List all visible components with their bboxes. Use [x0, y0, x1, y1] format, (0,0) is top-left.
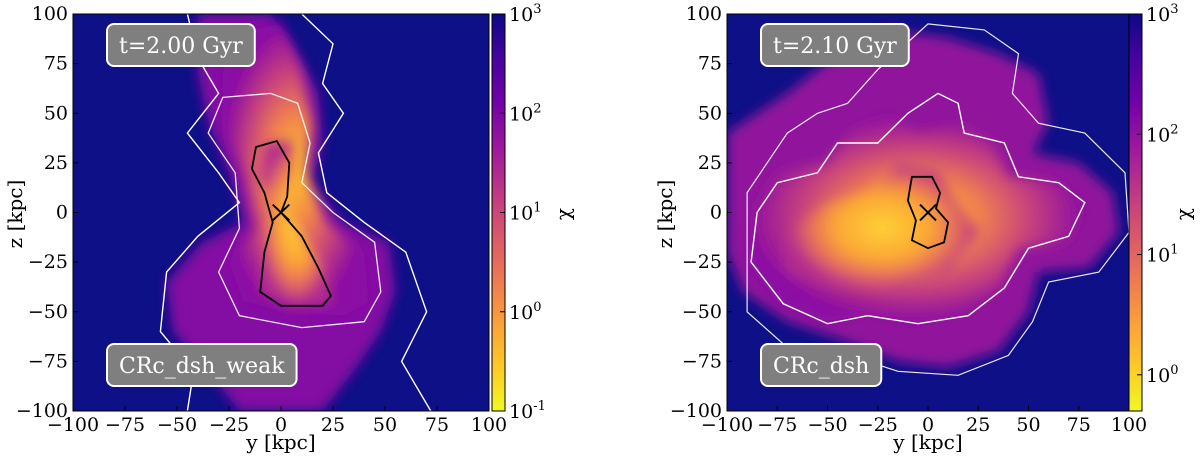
y-tick-label: 100 [686, 3, 722, 25]
colorbar-tick-label: 102 [509, 101, 541, 125]
y-axis-label: z [kpc] [653, 180, 677, 249]
center-marker [919, 203, 937, 222]
x-tick-label: 50 [1016, 414, 1040, 436]
y-tick-label: 75 [698, 53, 722, 75]
colorbar [1128, 13, 1143, 412]
colorbar-label: χ [1171, 208, 1195, 220]
x-tick-label: 75 [1067, 414, 1091, 436]
x-tick-label: −75 [757, 414, 797, 436]
panel-left: y [kpc] z [kpc] χ −100 −75 −50 −25 0 25 50 75 10… [3, 2, 575, 454]
svg-text:CRc_dsh: CRc_dsh [773, 354, 869, 379]
x-tick-label: 25 [966, 414, 990, 436]
y-tick-label: 25 [698, 152, 722, 174]
y-tick-label: −75 [682, 350, 722, 372]
x-tick-label: 100 [1111, 414, 1147, 436]
x-tick-label: −100 [47, 414, 99, 436]
y-tick-label: 50 [698, 102, 722, 124]
svg-text:t=2.00 Gyr: t=2.00 Gyr [119, 34, 243, 59]
colorbar-tick-label: 10-1 [509, 399, 546, 423]
run-badge: CRc_dsh [760, 343, 883, 387]
x-tick-label: 0 [922, 414, 934, 436]
svg-text:t=2.10 Gyr: t=2.10 Gyr [773, 34, 897, 59]
x-tick-label: −25 [209, 414, 249, 436]
colorbar-tick-label: 101 [509, 201, 541, 225]
x-tick-label: 100 [471, 414, 507, 436]
x-tick-label: 0 [275, 414, 287, 436]
x-tick-label: −75 [105, 414, 145, 436]
y-tick-label: −50 [682, 301, 722, 323]
x-tick-label: −50 [807, 414, 847, 436]
y-tick-label: −100 [670, 400, 722, 422]
center-marker [271, 203, 291, 222]
y-tick-label: −25 [682, 251, 722, 273]
y-tick-label: 100 [32, 3, 68, 25]
y-tick-label: −50 [28, 301, 68, 323]
y-tick-label: −75 [28, 350, 68, 372]
colorbar-tick-label: 100 [509, 300, 541, 324]
colorbar-tick-label: 101 [1146, 243, 1178, 267]
x-tick-label: −25 [858, 414, 898, 436]
y-tick-label: 75 [44, 53, 68, 75]
colorbar-label: χ [551, 208, 575, 220]
run-badge: CRc_dsh_weak [106, 343, 298, 387]
time-badge: t=2.10 Gyr [760, 23, 910, 67]
svg-text:CRc_dsh_weak: CRc_dsh_weak [119, 354, 285, 379]
y-tick-label: 0 [710, 202, 722, 224]
y-tick-label: 25 [44, 152, 68, 174]
x-tick-label: 75 [425, 414, 449, 436]
y-tick-label: 0 [56, 202, 68, 224]
heatmap-field [727, 23, 1129, 376]
colorbar-tick-label: 102 [1146, 122, 1178, 146]
colorbar-tick-label: 103 [1146, 2, 1178, 26]
x-tick-label: −50 [157, 414, 197, 436]
x-axis-label: y [kpc] [245, 430, 315, 454]
x-tick-label: 50 [373, 414, 397, 436]
y-tick-label: 50 [44, 102, 68, 124]
x-tick-label: 25 [321, 414, 345, 436]
time-badge: t=2.00 Gyr [106, 23, 256, 67]
colorbar-tick-label: 100 [1146, 363, 1178, 387]
x-axis-label: y [kpc] [892, 430, 962, 454]
panel-right: y [kpc] z [kpc] χ −100 −75 −50 −25 0 25 50 75 10… [653, 2, 1195, 454]
colorbar-tick-label: 103 [509, 2, 541, 26]
x-tick-label: −100 [701, 414, 753, 436]
y-tick-label: −25 [28, 251, 68, 273]
y-axis-label: z [kpc] [3, 180, 27, 249]
y-tick-label: −100 [16, 400, 68, 422]
